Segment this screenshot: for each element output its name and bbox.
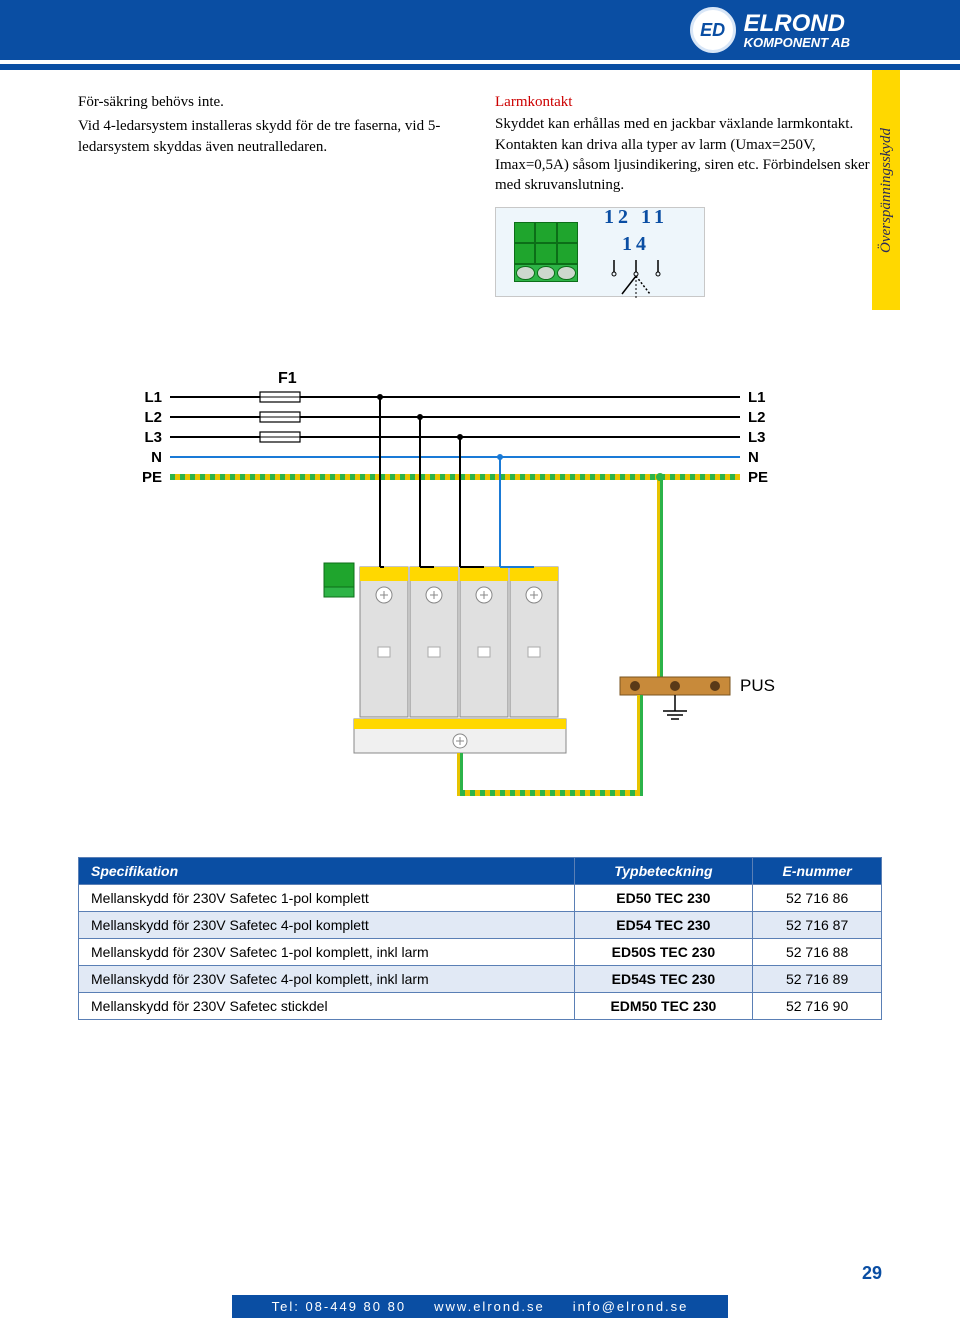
- svg-text:L2: L2: [144, 409, 162, 426]
- contact-diagram: 12 11 14: [586, 204, 686, 300]
- svg-text:L2: L2: [748, 409, 766, 426]
- svg-text:L1: L1: [748, 389, 766, 406]
- text-columns: För-säkring behövs inte. Vid 4-ledarsyst…: [78, 92, 882, 297]
- svg-text:N: N: [151, 449, 162, 466]
- table-header: Specifikation: [79, 858, 575, 885]
- logo-line2: KOMPONENT AB: [744, 36, 850, 49]
- wiring-schematic: F1 L1 L1 L2 L2 L3 L3 N N PE PE PUS: [78, 367, 882, 797]
- table-header: Typbeteckning: [574, 858, 753, 885]
- table-cell: 52 716 89: [753, 966, 882, 993]
- contact-numbers: 12 11 14: [586, 204, 686, 258]
- table-row: Mellanskydd för 230V Safetec stickdelEDM…: [79, 993, 882, 1020]
- svg-text:L3: L3: [144, 429, 162, 446]
- table-cell: ED50 TEC 230: [574, 885, 753, 912]
- table-row: Mellanskydd för 230V Safetec 4-pol kompl…: [79, 912, 882, 939]
- spec-table-wrap: SpecifikationTypbeteckningE-nummer Mella…: [78, 857, 882, 1020]
- side-tab-label: Överspänningsskydd: [878, 128, 895, 253]
- footer-tel-label: Tel:: [272, 1299, 300, 1314]
- left-column: För-säkring behövs inte. Vid 4-ledarsyst…: [78, 92, 465, 297]
- footer-email: info@elrond.se: [573, 1299, 689, 1314]
- svg-text:L1: L1: [144, 389, 162, 406]
- table-row: Mellanskydd för 230V Safetec 4-pol kompl…: [79, 966, 882, 993]
- table-cell: 52 716 90: [753, 993, 882, 1020]
- table-row: Mellanskydd för 230V Safetec 1-pol kompl…: [79, 885, 882, 912]
- page-number: 29: [862, 1263, 882, 1284]
- side-tab: Överspänningsskydd: [872, 70, 900, 310]
- svg-text:N: N: [748, 449, 759, 466]
- table-cell: ED54 TEC 230: [574, 912, 753, 939]
- svg-text:F1: F1: [278, 370, 297, 387]
- table-header: E-nummer: [753, 858, 882, 885]
- svg-text:L3: L3: [748, 429, 766, 446]
- logo-monogram: ED: [690, 7, 736, 53]
- table-row: Mellanskydd för 230V Safetec 1-pol kompl…: [79, 939, 882, 966]
- schematic-svg: F1 L1 L1 L2 L2 L3 L3 N N PE PE PUS: [120, 367, 840, 797]
- footer-url: www.elrond.se: [434, 1299, 545, 1314]
- table-cell: Mellanskydd för 230V Safetec stickdel: [79, 993, 575, 1020]
- larmkontakt-title: Larmkontakt: [495, 92, 882, 112]
- footer: Tel: 08-449 80 80 www.elrond.se info@elr…: [0, 1295, 960, 1332]
- logo-text: ELROND KOMPONENT AB: [744, 12, 850, 49]
- table-cell: Mellanskydd för 230V Safetec 4-pol kompl…: [79, 966, 575, 993]
- contact-box: 12 11 14: [495, 207, 705, 297]
- spec-table: SpecifikationTypbeteckningE-nummer Mella…: [78, 857, 882, 1020]
- table-cell: Mellanskydd för 230V Safetec 1-pol kompl…: [79, 939, 575, 966]
- left-p2: Vid 4-ledarsystem installeras skydd för …: [78, 116, 465, 157]
- right-p1: Skyddet kan erhållas med en jackbar växl…: [495, 114, 882, 195]
- table-cell: EDM50 TEC 230: [574, 993, 753, 1020]
- table-cell: Mellanskydd för 230V Safetec 4-pol kompl…: [79, 912, 575, 939]
- table-cell: 52 716 86: [753, 885, 882, 912]
- table-cell: Mellanskydd för 230V Safetec 1-pol kompl…: [79, 885, 575, 912]
- svg-text:PE: PE: [142, 469, 162, 486]
- logo: ED ELROND KOMPONENT AB: [690, 7, 850, 53]
- footer-inner: Tel: 08-449 80 80 www.elrond.se info@elr…: [232, 1295, 729, 1318]
- table-cell: 52 716 88: [753, 939, 882, 966]
- footer-tel: 08-449 80 80: [305, 1299, 406, 1314]
- table-cell: ED50S TEC 230: [574, 939, 753, 966]
- svg-text:PE: PE: [748, 469, 768, 486]
- switch-icon: [596, 258, 676, 300]
- svg-text:PUS: PUS: [740, 676, 775, 695]
- table-cell: ED54S TEC 230: [574, 966, 753, 993]
- header-band: ED ELROND KOMPONENT AB: [0, 0, 960, 60]
- left-p1: För-säkring behövs inte.: [78, 92, 465, 112]
- right-column: Larmkontakt Skyddet kan erhållas med en …: [495, 92, 882, 297]
- logo-line1: ELROND: [744, 12, 850, 36]
- terminal-block-icon: [514, 222, 578, 282]
- table-cell: 52 716 87: [753, 912, 882, 939]
